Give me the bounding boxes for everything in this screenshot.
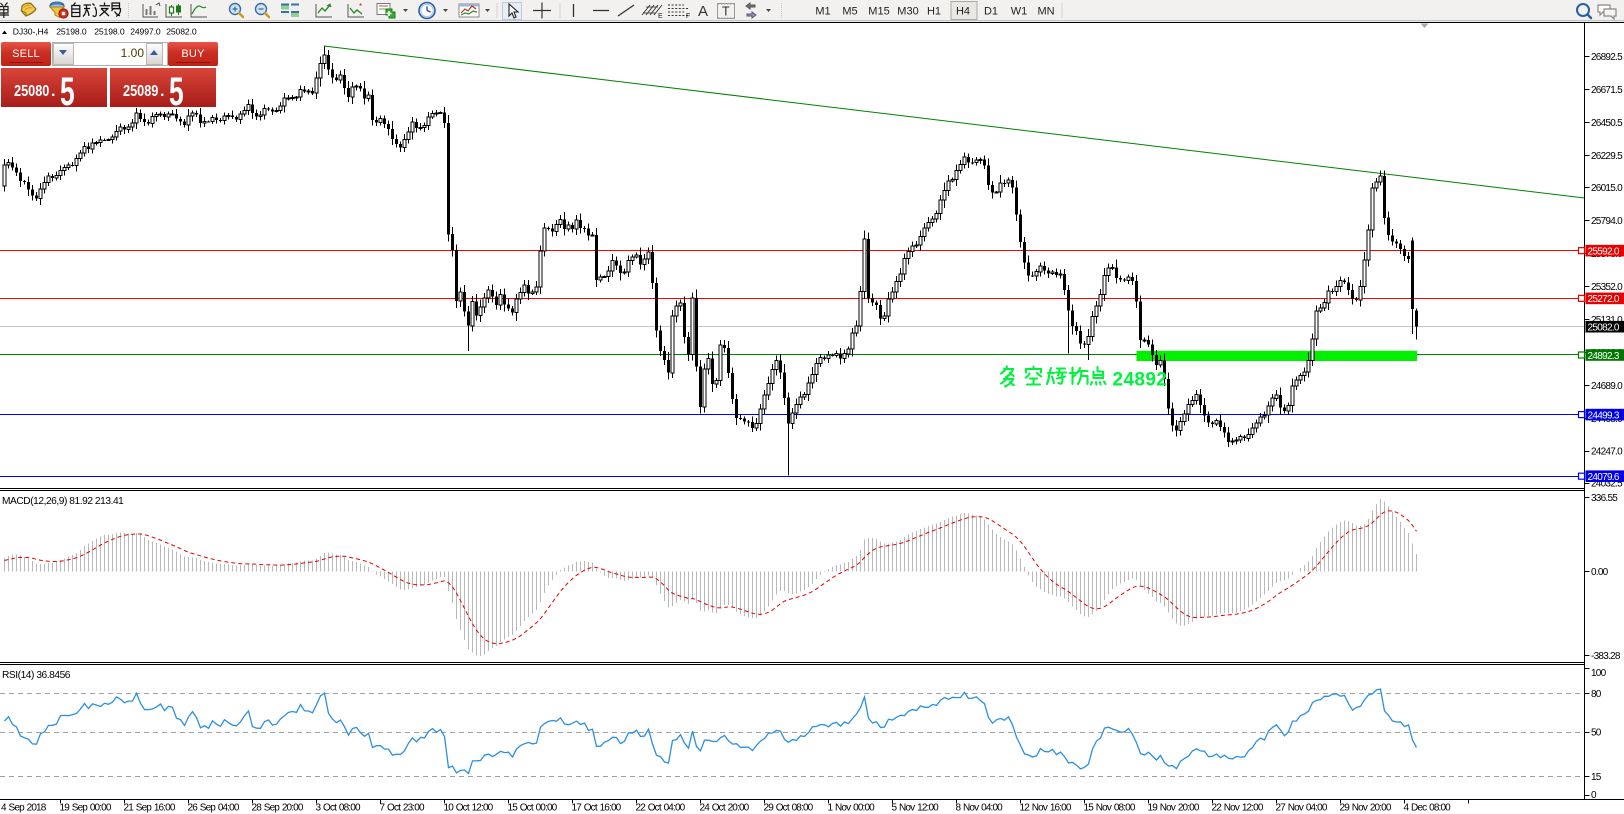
svg-text:29 Nov 20:00: 29 Nov 20:00 [1340,803,1392,814]
svg-text:80: 80 [1591,689,1602,700]
svg-text:24892: 24892 [1113,370,1168,391]
svg-text:25198.0: 25198.0 [94,27,125,37]
svg-text:0.00: 0.00 [1591,567,1609,578]
svg-text:24892.3: 24892.3 [1588,351,1620,362]
svg-text:M5: M5 [842,6,857,18]
svg-text:19 Sep 00:00: 19 Sep 00:00 [60,803,112,814]
svg-text:25272.0: 25272.0 [1588,294,1620,305]
svg-text:25082.0: 25082.0 [1588,323,1620,334]
svg-text:100: 100 [1591,668,1607,679]
svg-text:25082.0: 25082.0 [166,27,197,37]
svg-text:H1: H1 [927,6,941,18]
svg-text:F: F [686,13,690,20]
svg-text:24689.0: 24689.0 [1591,381,1623,392]
svg-text:25592.0: 25592.0 [1588,246,1620,257]
svg-text:MN: MN [1037,6,1054,18]
svg-text:A: A [698,3,708,20]
svg-text:4 Dec 08:00: 4 Dec 08:00 [1404,803,1452,814]
svg-text:27 Nov 04:00: 27 Nov 04:00 [1276,803,1328,814]
svg-text:8 Nov 04:00: 8 Nov 04:00 [956,803,1004,814]
svg-text:26 Sep 04:00: 26 Sep 04:00 [188,803,240,814]
svg-text:7 Oct 23:00: 7 Oct 23:00 [380,803,425,814]
svg-text:-383.28: -383.28 [1591,651,1621,662]
svg-text:25794.0: 25794.0 [1591,216,1623,227]
svg-text:H4: H4 [956,6,970,18]
svg-text:*: * [359,2,362,11]
svg-text:24079.6: 24079.6 [1588,472,1620,483]
svg-text:RSI(14) 36.8456: RSI(14) 36.8456 [2,670,71,681]
svg-text:DJ30-,H4: DJ30-,H4 [13,27,49,37]
svg-text:M1: M1 [815,6,830,18]
svg-text:25131.0: 25131.0 [1591,315,1623,326]
svg-text:15: 15 [1591,772,1602,783]
svg-text:W1: W1 [1011,6,1028,18]
svg-text:336.55: 336.55 [1591,493,1618,504]
svg-text:50: 50 [1591,728,1602,739]
svg-text:M30: M30 [897,6,918,18]
svg-text:25198.0: 25198.0 [56,27,87,37]
svg-text:4 Sep 2018: 4 Sep 2018 [1,803,47,814]
svg-text:5 Nov 12:00: 5 Nov 12:00 [892,803,940,814]
svg-text:E: E [658,13,663,20]
svg-text:29 Oct 08:00: 29 Oct 08:00 [764,803,814,814]
svg-text:21 Sep 16:00: 21 Sep 16:00 [124,803,176,814]
svg-text:26229.5: 26229.5 [1591,151,1623,162]
svg-text:26671.5: 26671.5 [1591,85,1623,96]
svg-text:26015.0: 26015.0 [1591,183,1623,194]
svg-text:15 Nov 08:00: 15 Nov 08:00 [1084,803,1136,814]
svg-text:17 Oct 16:00: 17 Oct 16:00 [572,803,622,814]
svg-text:T: T [722,5,730,19]
svg-text:24032.5: 24032.5 [1591,479,1623,490]
svg-text:25352.0: 25352.0 [1591,282,1623,293]
svg-text:24 Oct 20:00: 24 Oct 20:00 [700,803,750,814]
svg-text:26450.5: 26450.5 [1591,118,1623,129]
svg-text:24997.0: 24997.0 [130,27,161,37]
svg-text:24499.3: 24499.3 [1588,410,1620,421]
svg-text:26892.5: 26892.5 [1591,52,1623,63]
svg-text:10 Oct 12:00: 10 Oct 12:00 [444,803,494,814]
svg-text:19 Nov 20:00: 19 Nov 20:00 [1148,803,1200,814]
svg-text:28 Sep 20:00: 28 Sep 20:00 [252,803,304,814]
svg-text:24247.0: 24247.0 [1591,447,1623,458]
svg-text:0: 0 [1591,790,1597,801]
svg-text:22 Nov 12:00: 22 Nov 12:00 [1212,803,1264,814]
svg-text:12 Nov 16:00: 12 Nov 16:00 [1020,803,1072,814]
svg-text:3 Oct 08:00: 3 Oct 08:00 [316,803,361,814]
svg-text:D1: D1 [984,6,998,18]
svg-text:M15: M15 [868,6,889,18]
svg-text:22 Oct 04:00: 22 Oct 04:00 [636,803,686,814]
svg-text:MACD(12,26,9) 81.92 213.41: MACD(12,26,9) 81.92 213.41 [2,496,124,507]
svg-text:1 Nov 00:00: 1 Nov 00:00 [828,803,876,814]
svg-text:15 Oct 00:00: 15 Oct 00:00 [508,803,558,814]
